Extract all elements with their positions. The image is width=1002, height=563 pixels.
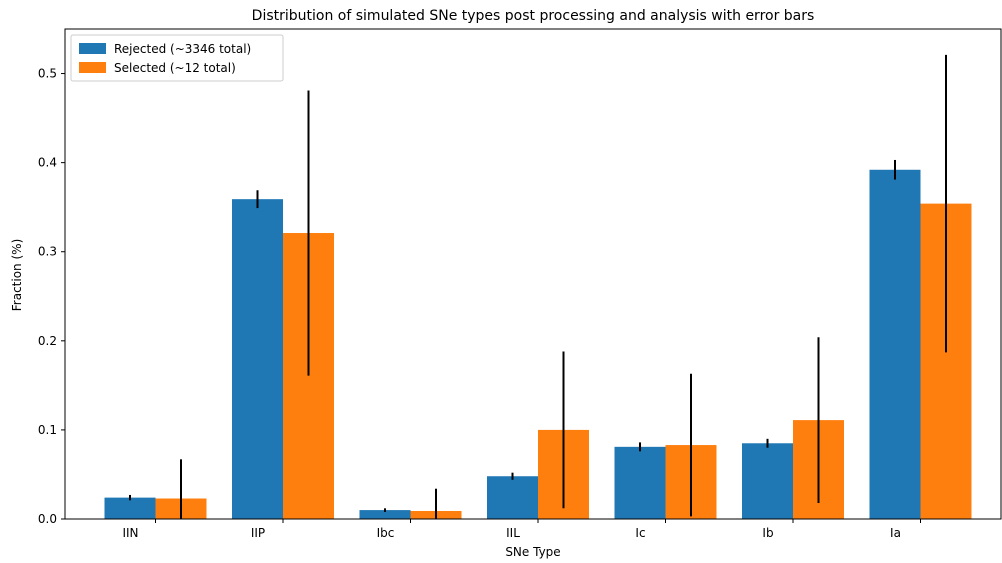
- y-tick-label: 0.2: [38, 334, 57, 348]
- legend-box: [70, 34, 284, 82]
- x-tick-label-IIP: IIP: [251, 526, 265, 540]
- x-axis-label: SNe Type: [505, 545, 560, 559]
- legend-label-1: Selected (~12 total): [114, 61, 236, 75]
- bar-rejected-Ic: [614, 446, 666, 519]
- legend: Rejected (~3346 total) Selected (~12 tota…: [70, 34, 284, 82]
- x-tick-label-IIL: IIL: [506, 526, 520, 540]
- legend-swatch-0: [79, 43, 106, 54]
- bar-rejected-IIL: [487, 476, 538, 519]
- legend-label-0: Rejected (~3346 total): [114, 42, 251, 56]
- y-tick-label: 0.0: [38, 512, 57, 526]
- x-tick-label-IIN: IIN: [122, 526, 138, 540]
- bar-rejected-Ib: [742, 443, 793, 519]
- y-tick-label: 0.3: [38, 245, 57, 259]
- y-tick-label: 0.5: [38, 67, 57, 81]
- chart-title: Distribution of simulated SNe types post…: [252, 8, 815, 24]
- bar-rejected-IIN: [104, 497, 156, 519]
- plot-area: 0.0 0.1 0.2 0.3 0.4 0.5 IIN IIP Ibc IIL Ic Ib Ia: [38, 28, 1002, 540]
- legend-swatch-1: [79, 62, 106, 73]
- x-tick-label-Ic: Ic: [635, 526, 645, 540]
- y-tick-label: 0.4: [38, 156, 57, 170]
- axes-frame: [64, 28, 1002, 520]
- bar-rejected-Ibc: [359, 510, 411, 519]
- y-tick-label: 0.1: [38, 423, 57, 437]
- y-axis-label: Fraction (%): [10, 239, 24, 311]
- x-tick-label-Ia: Ia: [890, 526, 901, 540]
- bar-rejected-Ia: [869, 169, 921, 519]
- bar-rejected-IIP: [232, 199, 283, 519]
- x-tick-label-Ibc: Ibc: [377, 526, 395, 540]
- x-tick-label-Ib: Ib: [762, 526, 773, 540]
